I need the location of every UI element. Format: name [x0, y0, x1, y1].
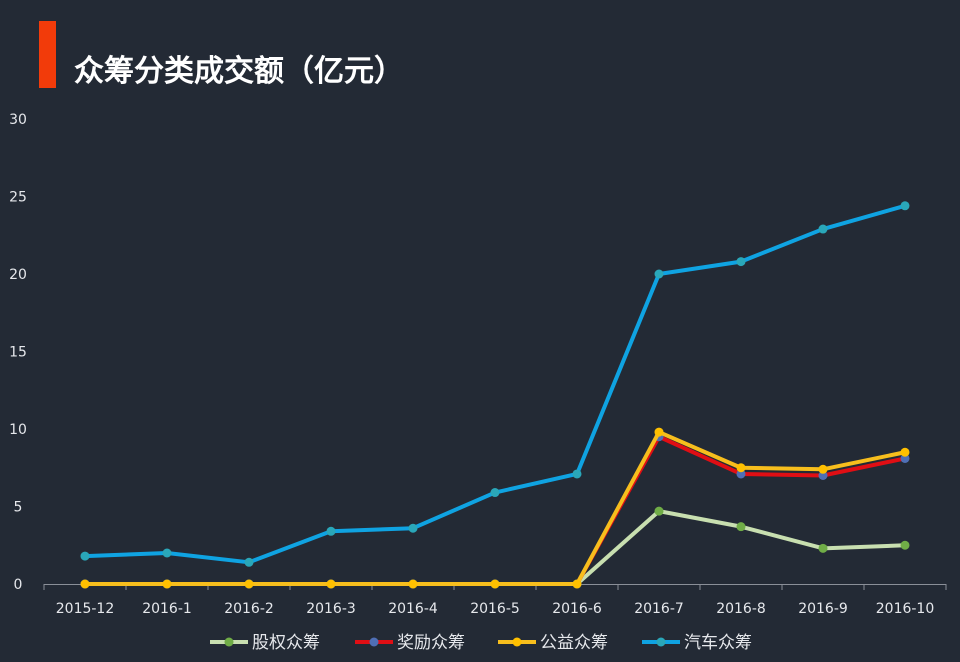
series-2 [80, 432, 910, 589]
y-tick-label: 15 [9, 345, 27, 361]
legend-label: 汽车众筹 [684, 633, 752, 653]
data-point [818, 471, 828, 480]
title-accent-bar [39, 21, 56, 88]
x-tick-label: 2016-1 [142, 601, 192, 617]
data-point [162, 579, 172, 589]
y-axis: 0 5 10 15 20 25 30 [9, 112, 27, 593]
x-axis: 2015-12 2016-1 2016-2 2016-3 2016-4 2016-5 201… [43, 584, 947, 617]
data-point [244, 557, 254, 567]
data-point [818, 224, 828, 234]
legend: 股权众筹 奖励众筹 公益众筹 汽车众筹 [210, 633, 752, 653]
legend-item: 汽车众筹 [642, 633, 752, 653]
x-tick-label: 2016-9 [798, 601, 848, 617]
x-tick-label: 2016-8 [716, 601, 766, 617]
x-tick-label: 2016-7 [634, 601, 684, 617]
data-point [80, 551, 90, 561]
data-point [408, 523, 418, 533]
x-tick-label: 2016-2 [224, 601, 274, 617]
x-tick-label: 2015-12 [56, 601, 115, 617]
x-tick-label: 2016-3 [306, 601, 356, 617]
legend-label: 奖励众筹 [397, 633, 465, 653]
legend-item: 股权众筹 [210, 633, 320, 653]
data-point [736, 469, 746, 479]
legend-label: 股权众筹 [252, 633, 320, 653]
data-point [490, 579, 500, 589]
legend-item: 公益众筹 [498, 633, 608, 653]
y-tick-label: 0 [14, 577, 23, 593]
chart-title: 众筹分类成交额（亿元） [74, 54, 404, 89]
data-point [244, 579, 254, 589]
y-tick-label: 20 [9, 267, 27, 283]
data-point [326, 526, 336, 536]
legend-swatch-marker [512, 637, 522, 647]
series-layer [80, 201, 910, 589]
legend-swatch-marker [369, 637, 379, 647]
data-point [654, 506, 664, 516]
y-tick-label: 10 [9, 422, 27, 438]
data-point [900, 453, 910, 463]
x-tick-label: 2016-6 [552, 601, 602, 617]
series-line [83, 434, 907, 586]
data-point [654, 269, 664, 279]
series-line [83, 509, 907, 586]
legend-label: 公益众筹 [540, 633, 608, 653]
data-point [572, 579, 582, 589]
y-tick-label: 30 [9, 112, 27, 128]
legend-item: 奖励众筹 [355, 633, 465, 653]
legend-swatch-marker [656, 637, 666, 647]
series-line [83, 203, 907, 565]
legend-swatch-marker [224, 637, 234, 647]
data-point [818, 464, 828, 474]
data-point [572, 469, 582, 479]
series-4 [80, 201, 910, 567]
series-line [83, 430, 907, 586]
x-tick-label: 2016-10 [876, 601, 935, 617]
data-point [80, 579, 90, 589]
x-tick-label: 2016-5 [470, 601, 520, 617]
data-point [736, 257, 746, 267]
series-1 [80, 506, 910, 589]
series-3 [80, 427, 910, 589]
data-point [736, 463, 746, 473]
data-point [326, 579, 336, 589]
y-tick-label: 5 [14, 500, 23, 516]
data-point [408, 579, 418, 589]
data-point [654, 427, 664, 437]
data-point [736, 522, 746, 532]
y-tick-label: 25 [9, 190, 27, 206]
data-point [490, 488, 500, 498]
data-point [818, 543, 828, 553]
data-point [900, 201, 910, 211]
data-point [900, 447, 910, 457]
x-tick-label: 2016-4 [388, 601, 438, 617]
data-point [162, 548, 172, 558]
data-point [900, 540, 910, 550]
